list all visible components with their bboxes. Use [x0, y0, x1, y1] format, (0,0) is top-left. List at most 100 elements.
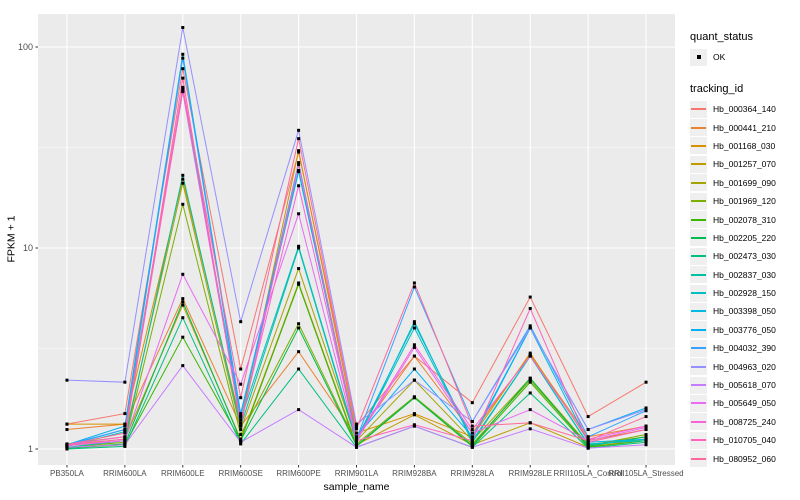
data-point — [123, 435, 127, 439]
series-color-line-icon — [691, 200, 706, 203]
data-point — [528, 324, 532, 328]
legend-item-label: Hb_001969_120 — [713, 196, 776, 207]
data-point — [239, 421, 243, 425]
y-tick-label: 10 — [23, 243, 33, 253]
data-point — [239, 424, 243, 428]
data-point — [470, 437, 474, 441]
data-point — [470, 431, 474, 435]
data-point — [644, 415, 648, 419]
data-point — [123, 428, 127, 432]
data-point — [181, 335, 185, 339]
x-tick-label: RRIM928BA — [392, 469, 437, 478]
legend-item-label: OK — [713, 52, 726, 62]
data-point — [181, 67, 185, 71]
data-point — [412, 343, 416, 347]
data-point — [123, 422, 127, 426]
data-point — [123, 431, 127, 435]
series-color-line-icon — [691, 384, 706, 387]
data-point — [412, 413, 416, 417]
data-point — [412, 378, 416, 382]
legend-item-label: Hb_008725_240 — [713, 416, 776, 427]
series-color-line-icon — [691, 255, 706, 258]
legend-item-Hb_002837_030: Hb_002837_030 — [690, 266, 798, 284]
data-point — [412, 320, 416, 324]
data-point — [412, 367, 416, 371]
data-point — [470, 444, 474, 448]
series-color-line-icon — [691, 163, 706, 166]
data-point — [123, 443, 127, 447]
series-color-line-icon — [691, 402, 706, 405]
data-point — [470, 420, 474, 424]
data-point — [181, 300, 185, 304]
data-point — [412, 423, 416, 427]
data-point — [123, 439, 127, 443]
data-point — [586, 435, 590, 439]
y-tick-label: 100 — [18, 42, 33, 52]
legend-item-label: Hb_001699_090 — [713, 177, 776, 188]
data-point — [355, 422, 358, 426]
legend-key-box — [690, 394, 707, 412]
data-point — [181, 202, 185, 206]
legend-item-label: Hb_000441_210 — [713, 122, 776, 133]
data-point — [297, 168, 301, 172]
legend-item-label: Hb_002928_150 — [713, 288, 776, 299]
data-point — [470, 428, 474, 432]
legend-key-box — [690, 376, 707, 394]
legend-item-label: Hb_002078_310 — [713, 214, 776, 225]
data-point — [297, 149, 301, 153]
legend-item-Hb_005649_050: Hb_005649_050 — [690, 394, 798, 412]
data-point — [355, 437, 358, 441]
legend-key-box — [690, 266, 707, 284]
data-point — [528, 380, 532, 384]
data-point — [65, 428, 69, 432]
data-point — [470, 439, 474, 443]
legend-item-Hb_005618_070: Hb_005618_070 — [690, 376, 798, 394]
legend-item-Hb_003776_050: Hb_003776_050 — [690, 321, 798, 339]
series-color-line-icon — [691, 181, 706, 184]
legend-item-Hb_008725_240: Hb_008725_240 — [690, 413, 798, 431]
data-point — [528, 378, 532, 382]
legend-key-box — [690, 284, 707, 302]
data-point — [528, 354, 532, 358]
data-point — [644, 435, 648, 439]
x-axis-title: sample_name — [323, 481, 390, 493]
legend-item-Hb_002205_220: Hb_002205_220 — [690, 229, 798, 247]
data-point — [297, 128, 301, 132]
data-point — [239, 418, 243, 422]
legend-item-Hb_004963_020: Hb_004963_020 — [690, 357, 798, 376]
data-point — [644, 380, 648, 384]
data-point — [181, 173, 185, 177]
data-point — [355, 424, 358, 428]
legend-item-Hb_000441_210: Hb_000441_210 — [690, 118, 798, 137]
data-point — [297, 408, 301, 412]
series-color-line-icon — [691, 144, 706, 147]
legend-key-box — [690, 247, 707, 265]
data-point — [297, 326, 301, 330]
data-point — [586, 439, 590, 443]
series-color-line-icon — [691, 457, 706, 460]
data-point — [123, 437, 127, 441]
data-point — [412, 354, 416, 358]
data-point — [528, 351, 532, 355]
data-point — [239, 412, 243, 416]
data-point — [181, 26, 185, 30]
data-point — [297, 246, 301, 250]
x-tick-label: RRIM901LA — [335, 469, 379, 478]
data-point — [239, 433, 243, 437]
data-point — [239, 396, 243, 400]
data-point — [355, 442, 358, 446]
x-tick-label: RRII105LA_Control — [553, 469, 623, 478]
legend-key-box — [690, 450, 707, 468]
data-point — [297, 137, 301, 141]
legend: quant_status OK tracking_id Hb_000364_14… — [690, 31, 798, 468]
data-point — [644, 406, 648, 410]
legend-key-box — [690, 229, 707, 247]
legend-item-Hb_003398_050: Hb_003398_050 — [690, 302, 798, 320]
data-point — [412, 396, 416, 400]
data-point — [355, 445, 358, 449]
data-point — [181, 85, 185, 89]
data-point — [528, 408, 532, 412]
data-point — [297, 282, 301, 286]
y-axis-title: FPKM + 1 — [5, 215, 18, 263]
